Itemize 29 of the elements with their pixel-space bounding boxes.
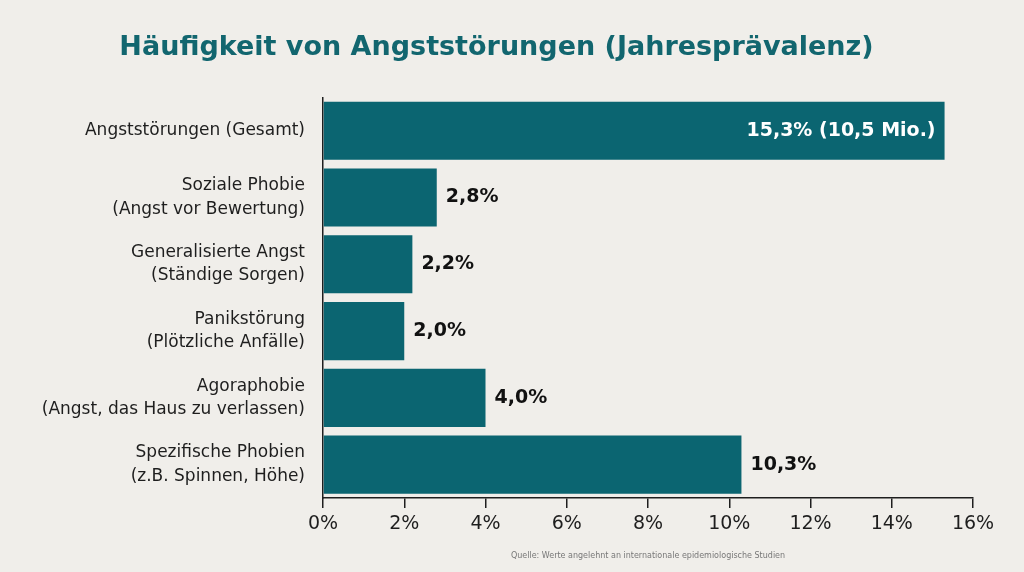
data-label: 10,3% <box>750 451 817 474</box>
y-tick-label: Agoraphobie (Angst, das Haus zu verlassen) <box>41 374 305 418</box>
x-tick-label: 16% <box>951 511 995 534</box>
x-tick-label: 6% <box>551 511 582 534</box>
y-tick-label: Generalisierte Angst (Ständige Sorgen) <box>131 241 306 285</box>
x-tick-label: 14% <box>870 511 913 534</box>
data-label: 4,0% <box>494 384 548 407</box>
source-note: Quelle: Werte angelehnt an internationale epidemiologische Studien <box>510 551 786 561</box>
bar <box>323 368 486 427</box>
y-tick-label: Angststörungen (Gesamt) <box>84 119 305 140</box>
chart-title: Häufigkeit von Angststörungen (Jahresprävalenz) <box>119 30 874 62</box>
bar <box>323 168 437 227</box>
data-label: 2,0% <box>413 318 466 341</box>
x-tick-label: 0% <box>307 511 339 534</box>
data-label: 2,2% <box>421 251 475 274</box>
x-tick-label: 4% <box>470 511 501 534</box>
bar <box>323 435 742 494</box>
bar <box>323 235 413 294</box>
bar <box>323 101 945 160</box>
x-tick-label: 2% <box>389 511 420 534</box>
data-label: 2,8% <box>445 184 499 207</box>
data-label: 15,3% (10,5 Mio.) <box>746 117 936 140</box>
x-tick-label: 10% <box>708 511 751 534</box>
y-tick-label: Soziale Phobie (Angst vor Bewertung) <box>112 174 305 218</box>
x-tick-label: 8% <box>632 511 664 534</box>
x-tick-label: 12% <box>789 511 832 534</box>
bar <box>323 302 405 361</box>
y-tick-label: Spezifische Phobien (z.B. Spinnen, Höhe) <box>130 441 305 485</box>
y-tick-label: Panikstörung (Plötzliche Anfälle) <box>146 307 305 352</box>
